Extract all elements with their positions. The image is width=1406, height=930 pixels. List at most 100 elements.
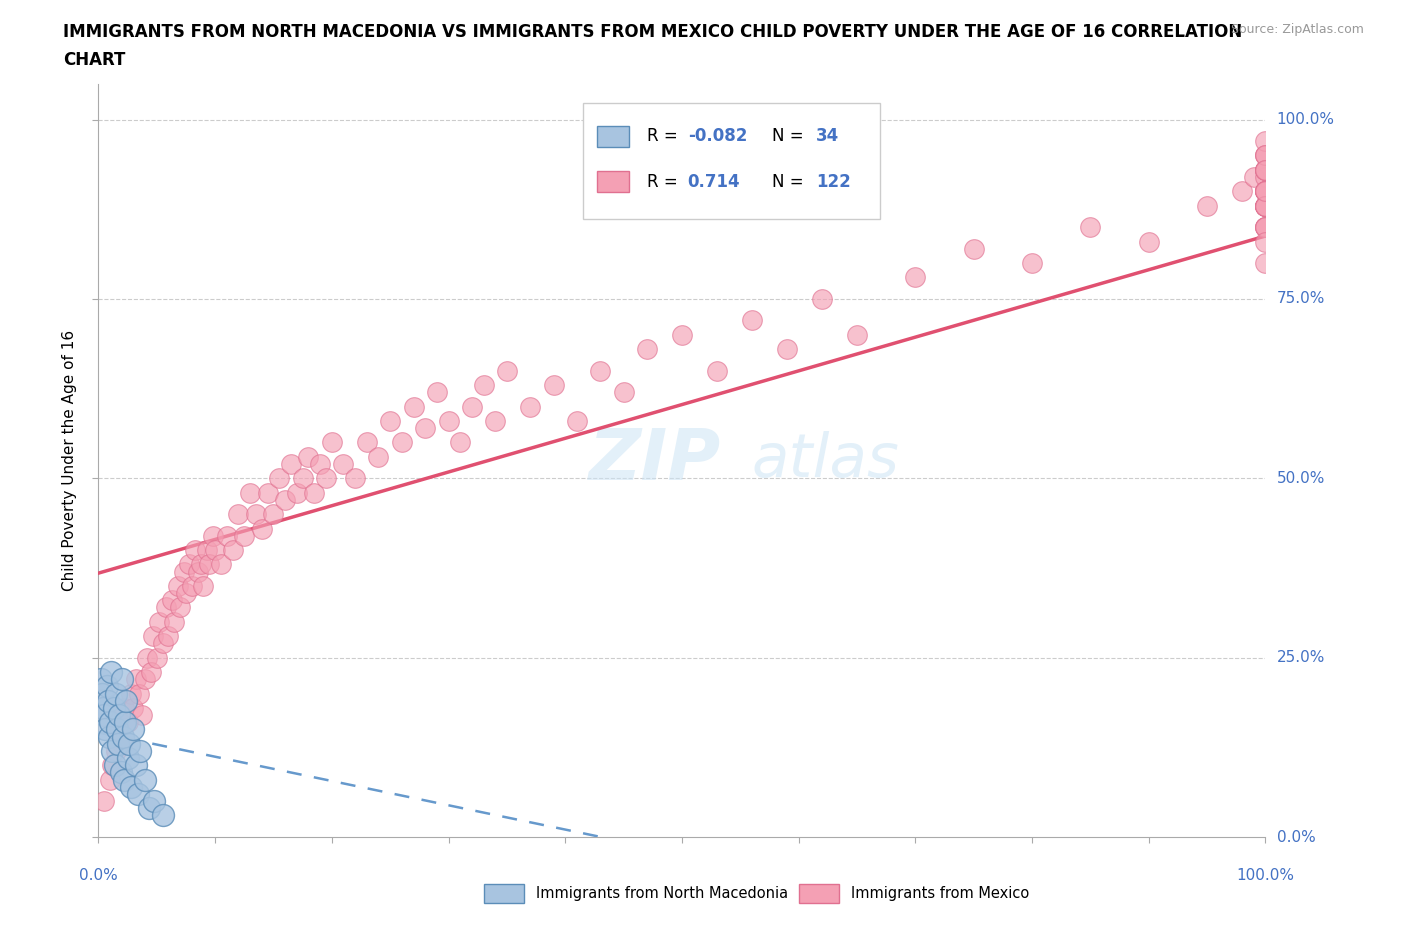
Point xyxy=(1254,198,1277,213)
Point xyxy=(198,557,221,572)
Text: atlas: atlas xyxy=(752,431,900,490)
Point xyxy=(1254,169,1277,184)
Text: 100.0%: 100.0% xyxy=(1236,868,1295,883)
Point xyxy=(152,636,174,651)
Point xyxy=(280,457,302,472)
Text: 0.0%: 0.0% xyxy=(1277,830,1315,844)
Point xyxy=(846,327,869,342)
Point xyxy=(1230,184,1253,199)
Point xyxy=(380,414,402,429)
Point xyxy=(90,671,112,686)
Point xyxy=(1254,198,1277,213)
Point xyxy=(297,449,319,464)
Point xyxy=(101,758,124,773)
Point xyxy=(1254,184,1277,199)
Point xyxy=(962,241,984,256)
Point xyxy=(543,378,565,392)
Point xyxy=(93,793,115,808)
Point xyxy=(91,700,114,715)
Point xyxy=(107,737,129,751)
Point xyxy=(1254,198,1277,213)
Point xyxy=(304,485,326,500)
Point xyxy=(122,722,145,737)
Point xyxy=(103,700,125,715)
Point xyxy=(98,715,121,730)
Text: CHART: CHART xyxy=(63,51,125,69)
Point xyxy=(811,291,834,306)
Point xyxy=(437,414,460,429)
Point xyxy=(1254,198,1277,213)
Point xyxy=(215,528,238,543)
Point xyxy=(93,708,115,723)
Point xyxy=(94,722,117,737)
Point xyxy=(142,629,165,644)
Point xyxy=(636,341,658,356)
Point xyxy=(125,671,148,686)
Text: 0.0%: 0.0% xyxy=(79,868,118,883)
FancyBboxPatch shape xyxy=(596,126,630,147)
Point xyxy=(129,743,152,758)
Point xyxy=(204,542,226,557)
Point xyxy=(1254,184,1277,199)
Point xyxy=(148,615,170,630)
Point xyxy=(776,341,799,356)
Point xyxy=(1254,148,1277,163)
Point xyxy=(1254,219,1277,234)
Point xyxy=(96,679,118,694)
Text: N =: N = xyxy=(772,173,808,191)
Point xyxy=(174,586,197,601)
Point xyxy=(472,378,495,392)
Point xyxy=(134,671,156,686)
Text: Source: ZipAtlas.com: Source: ZipAtlas.com xyxy=(1230,23,1364,36)
Point xyxy=(97,693,120,708)
Text: Immigrants from North Macedonia: Immigrants from North Macedonia xyxy=(536,886,789,901)
Point xyxy=(169,600,191,615)
Point xyxy=(1254,219,1277,234)
Point xyxy=(138,801,160,816)
Point xyxy=(1254,184,1277,199)
Point xyxy=(239,485,262,500)
Point xyxy=(1254,198,1277,213)
Point xyxy=(163,615,186,630)
Point xyxy=(184,542,207,557)
Point xyxy=(1254,148,1277,163)
Text: ZIP: ZIP xyxy=(589,426,721,495)
Point xyxy=(1254,163,1277,178)
Point xyxy=(146,650,169,665)
Point xyxy=(152,808,174,823)
Point xyxy=(1254,163,1277,178)
Point xyxy=(291,471,314,485)
Point xyxy=(256,485,278,500)
Point xyxy=(1254,219,1277,234)
Point xyxy=(122,700,145,715)
Point xyxy=(1254,198,1277,213)
Point xyxy=(100,665,122,680)
Point xyxy=(160,592,183,607)
Point xyxy=(1195,198,1218,213)
Point xyxy=(195,542,218,557)
FancyBboxPatch shape xyxy=(596,171,630,193)
Point xyxy=(127,787,149,802)
Point xyxy=(1254,184,1277,199)
Point xyxy=(104,758,127,773)
Point xyxy=(134,772,156,787)
Point xyxy=(108,722,131,737)
Point xyxy=(315,471,337,485)
Point xyxy=(262,507,284,522)
Point xyxy=(120,686,142,701)
Point xyxy=(449,435,471,450)
Point xyxy=(114,715,136,730)
Point xyxy=(426,385,449,400)
Text: -0.082: -0.082 xyxy=(688,127,747,145)
Text: Immigrants from Mexico: Immigrants from Mexico xyxy=(851,886,1029,901)
Point xyxy=(136,650,159,665)
Point xyxy=(190,557,212,572)
Point xyxy=(589,364,612,379)
Point xyxy=(187,565,209,579)
Point xyxy=(484,414,506,429)
Point xyxy=(117,715,139,730)
FancyBboxPatch shape xyxy=(799,884,839,903)
Point xyxy=(228,507,250,522)
Point xyxy=(309,457,332,472)
Point xyxy=(131,708,153,723)
